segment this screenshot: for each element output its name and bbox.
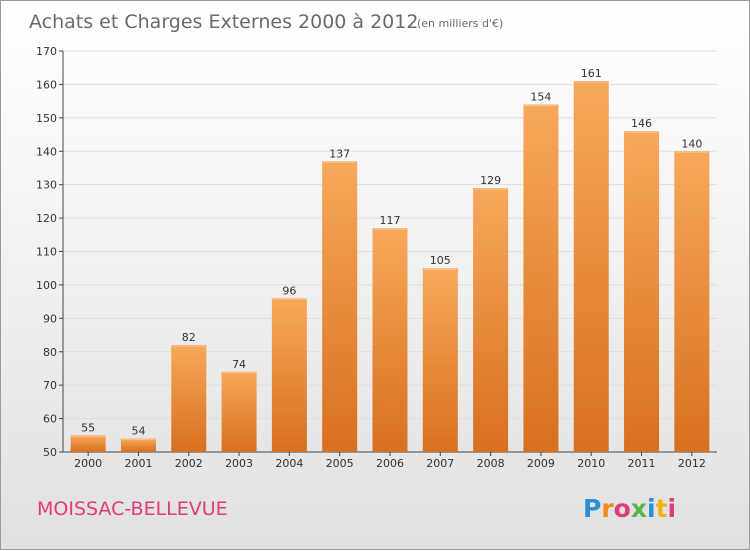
bar-2004 [271,298,307,452]
y-tick-label: 160 [36,78,57,91]
bar-2003 [221,371,257,452]
value-label-2005: 137 [329,147,350,160]
chart-subtitle: (en milliers d'€) [417,17,503,30]
y-tick-label: 50 [43,446,57,459]
value-label-2012: 140 [681,137,702,150]
bar-2006 [372,228,408,452]
y-tick-label: 90 [43,312,57,325]
value-label-2004: 96 [282,284,296,297]
value-label-2003: 74 [232,358,246,371]
logo-letter: t [656,494,668,523]
x-tick-label-2004: 2004 [275,457,303,470]
logo-letter: o [614,494,631,523]
value-labels: 55 54 82 74 96 137 117 105 129 154 161 146 140 [81,67,702,438]
value-label-2009: 154 [530,90,551,103]
logo-letter: x [631,494,647,523]
value-label-2008: 129 [480,174,501,187]
y-axis-ticks: 50 60 70 80 90 100 110 120 130 140 150 160 170 [36,45,63,459]
x-tick-label-2010: 2010 [577,457,605,470]
bar-2000 [70,435,106,452]
value-label-2001: 54 [131,425,145,438]
value-label-2010: 161 [581,67,602,80]
y-tick-label: 60 [43,413,57,426]
x-tick-label-2007: 2007 [426,457,454,470]
y-tick-label: 170 [36,45,57,58]
x-tick-label-2000: 2000 [74,457,102,470]
value-label-2007: 105 [430,254,451,267]
x-tick-label-2005: 2005 [326,457,354,470]
svg-text:Proxiti: Proxiti [583,494,676,523]
value-label-2000: 55 [81,421,95,434]
logo-letter: r [601,494,614,523]
y-tick-label: 140 [36,145,57,158]
x-tick-label-2006: 2006 [376,457,404,470]
x-tick-label-2008: 2008 [477,457,505,470]
x-tick-label-2009: 2009 [527,457,555,470]
y-tick-label: 110 [36,246,57,259]
y-tick-label: 100 [36,279,57,292]
logo-letter: i [668,494,677,523]
x-tick-label-2003: 2003 [225,457,253,470]
bar-2008 [473,188,509,452]
y-tick-label: 130 [36,179,57,192]
x-tick-label-2011: 2011 [628,457,656,470]
y-tick-label: 80 [43,346,57,359]
bars [70,81,710,452]
logo-letter: i [647,494,656,523]
bar-2009 [523,104,559,452]
value-label-2002: 82 [182,331,196,344]
y-tick-label: 120 [36,212,57,225]
proxiti-logo: Proxiti [583,494,676,523]
value-label-2006: 117 [380,214,401,227]
y-tick-label: 150 [36,112,57,125]
x-tick-label-2012: 2012 [678,457,706,470]
bar-2001 [120,438,156,452]
chart-title: Achats et Charges Externes 2000 à 2012 [29,11,418,33]
x-axis-ticks: 2000 2001 2002 2003 2004 2005 2006 2007 2008 2009… [74,452,706,470]
bar-2002 [171,345,207,452]
y-tick-label: 70 [43,379,57,392]
place-name: MOISSAC-BELLEVUE [37,498,228,520]
bar-2011 [624,131,660,452]
value-label-2011: 146 [631,117,652,130]
x-tick-label-2001: 2001 [124,457,152,470]
x-tick-label-2002: 2002 [175,457,203,470]
bar-2007 [422,268,458,452]
bar-2010 [573,81,609,452]
bar-2005 [322,161,358,452]
logo-letter: P [583,494,601,523]
bar-2012 [674,151,710,452]
